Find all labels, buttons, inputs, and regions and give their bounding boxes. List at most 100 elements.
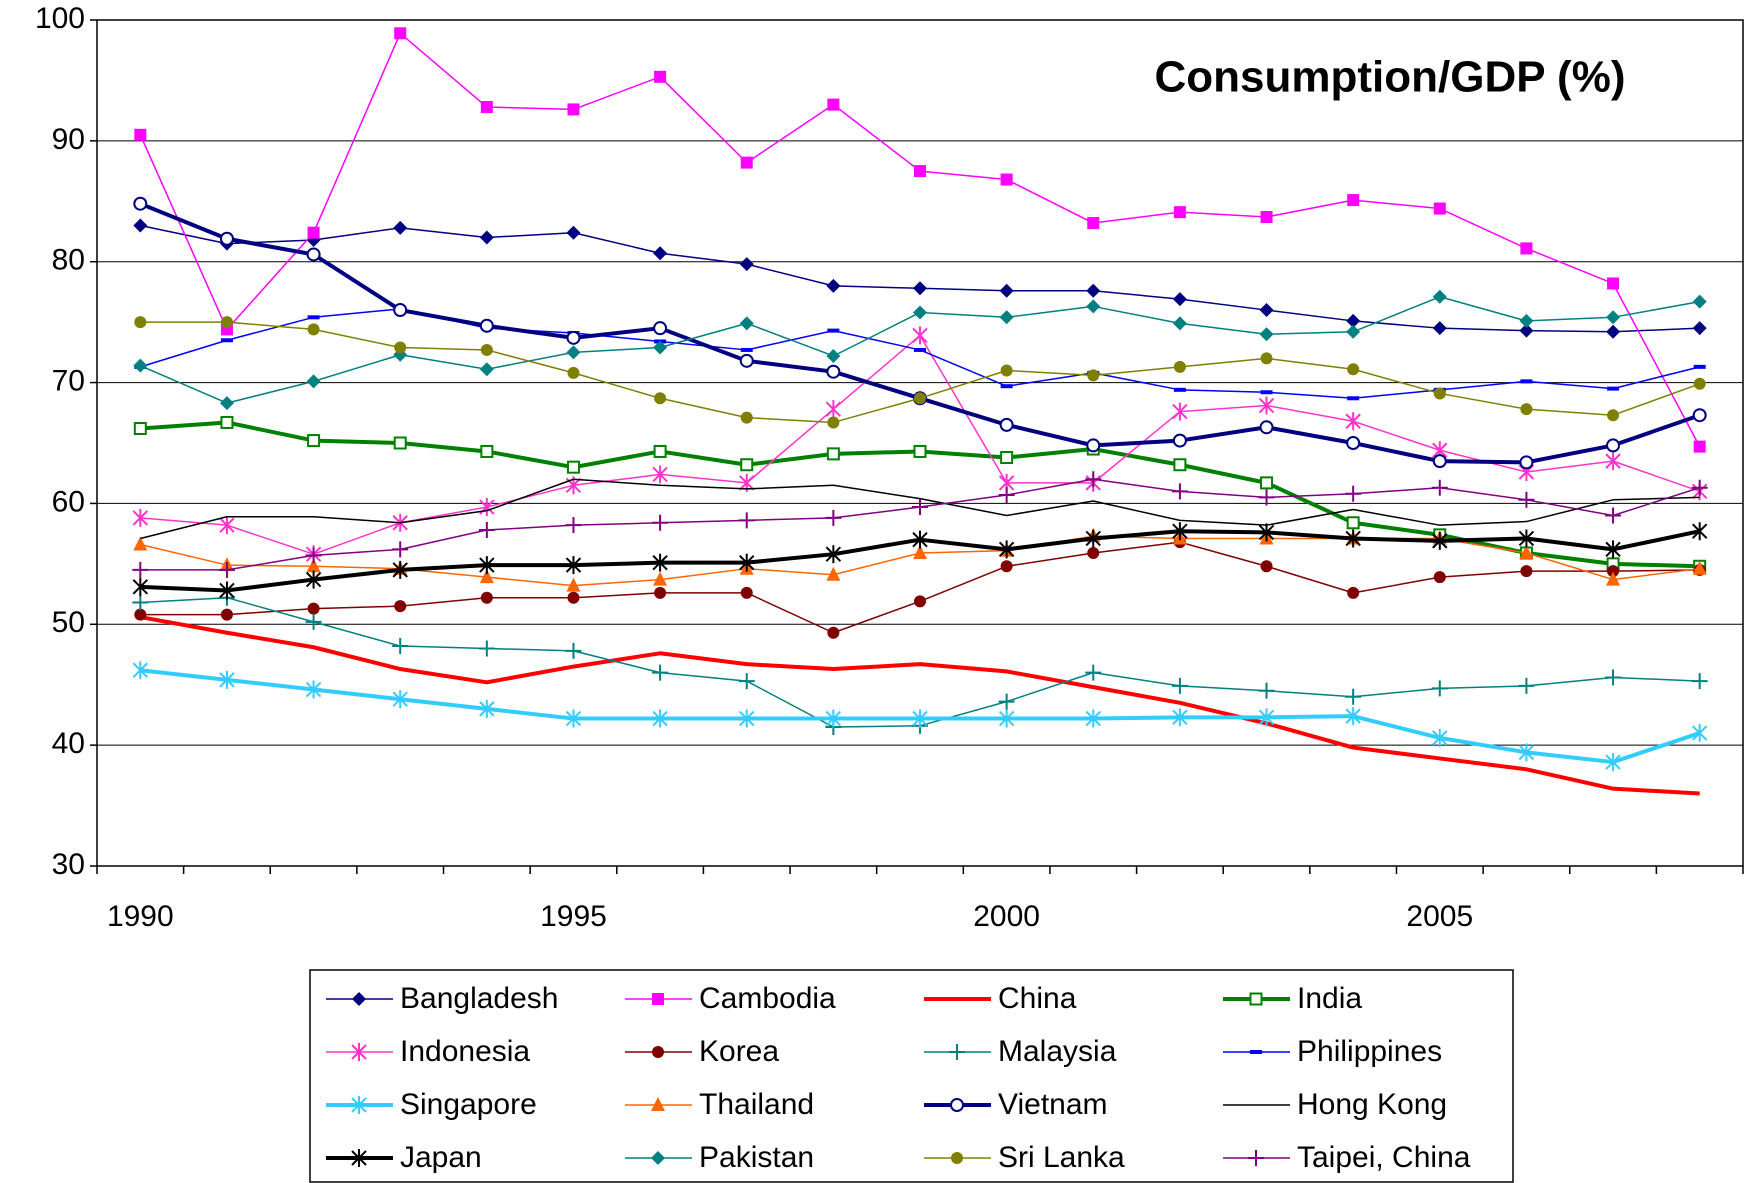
marker: [740, 411, 753, 424]
marker: [1605, 507, 1622, 524]
marker: [351, 1043, 367, 1061]
marker: [1520, 565, 1533, 578]
series: [132, 522, 1708, 600]
marker: [1431, 479, 1448, 496]
marker: [1431, 680, 1448, 697]
y-tick-label: 50: [52, 606, 85, 639]
y-tick-label: 100: [35, 2, 85, 35]
y-tick-label: 70: [52, 364, 85, 397]
marker: [133, 196, 148, 211]
marker: [392, 541, 409, 558]
series: [133, 289, 1707, 411]
marker: [1258, 489, 1275, 506]
marker: [1607, 409, 1620, 422]
chart-title: Consumption/GDP (%): [1155, 53, 1626, 102]
marker: [652, 709, 668, 728]
marker: [220, 415, 234, 429]
marker: [1605, 540, 1621, 559]
marker: [1607, 277, 1620, 290]
marker: [1258, 708, 1275, 727]
marker: [132, 594, 149, 611]
marker: [479, 362, 494, 377]
marker: [740, 458, 754, 472]
marker: [1520, 403, 1533, 416]
marker: [1087, 369, 1100, 382]
marker: [219, 231, 234, 246]
series: [134, 27, 1706, 453]
marker: [1692, 321, 1707, 336]
marker: [218, 561, 235, 578]
marker: [1693, 440, 1706, 453]
marker: [479, 699, 495, 718]
marker: [652, 1046, 664, 1058]
marker: [1085, 664, 1102, 681]
marker: [912, 326, 928, 345]
legend-label: China: [998, 982, 1077, 1015]
marker: [134, 608, 147, 621]
marker: [1087, 546, 1100, 559]
marker: [1258, 523, 1275, 542]
marker: [219, 670, 235, 689]
marker: [1692, 560, 1707, 575]
marker: [133, 218, 148, 233]
marker: [1606, 310, 1621, 325]
x-tick-label: 1990: [107, 900, 174, 933]
marker: [132, 561, 149, 578]
marker: [394, 600, 407, 613]
marker: [306, 374, 321, 389]
marker: [999, 310, 1014, 325]
marker: [652, 664, 669, 681]
legend-label: Hong Kong: [1297, 1088, 1447, 1121]
marker: [826, 278, 841, 293]
marker: [1346, 313, 1361, 328]
marker: [1260, 352, 1273, 365]
marker: [567, 103, 580, 116]
marker: [566, 330, 581, 345]
marker: [1691, 673, 1708, 690]
y-tick-label: 80: [52, 244, 85, 277]
marker: [1086, 299, 1101, 314]
marker: [653, 321, 668, 336]
marker: [306, 247, 321, 262]
marker: [305, 613, 322, 630]
marker: [1259, 303, 1274, 318]
marker: [1172, 316, 1187, 331]
marker: [1087, 217, 1100, 230]
marker: [1172, 402, 1188, 421]
marker: [566, 460, 580, 474]
x-tick-label: 1995: [540, 900, 607, 933]
marker: [1519, 544, 1534, 559]
marker: [352, 992, 366, 1006]
marker: [479, 318, 494, 333]
marker: [1171, 677, 1188, 694]
marker: [393, 220, 408, 235]
legend-label: Cambodia: [699, 982, 836, 1015]
marker: [914, 392, 926, 405]
marker: [479, 569, 494, 584]
marker: [652, 993, 664, 1005]
marker: [826, 566, 841, 581]
marker: [1691, 724, 1708, 743]
marker: [827, 626, 840, 639]
marker: [913, 544, 927, 559]
marker: [999, 417, 1014, 432]
y-tick-label: 40: [52, 727, 85, 760]
marker: [1249, 992, 1263, 1006]
marker: [394, 341, 407, 354]
marker: [913, 305, 927, 320]
marker: [1258, 396, 1275, 415]
marker: [565, 642, 582, 659]
marker: [1345, 412, 1361, 431]
marker: [1692, 294, 1707, 309]
legend: [309, 969, 1514, 1183]
marker: [739, 316, 754, 331]
marker: [651, 1097, 665, 1111]
marker: [566, 577, 581, 592]
marker: [998, 693, 1015, 710]
marker: [1691, 522, 1708, 541]
marker: [392, 690, 408, 709]
marker: [1692, 408, 1707, 423]
marker: [1432, 728, 1448, 747]
y-tick-label: 90: [52, 123, 85, 156]
